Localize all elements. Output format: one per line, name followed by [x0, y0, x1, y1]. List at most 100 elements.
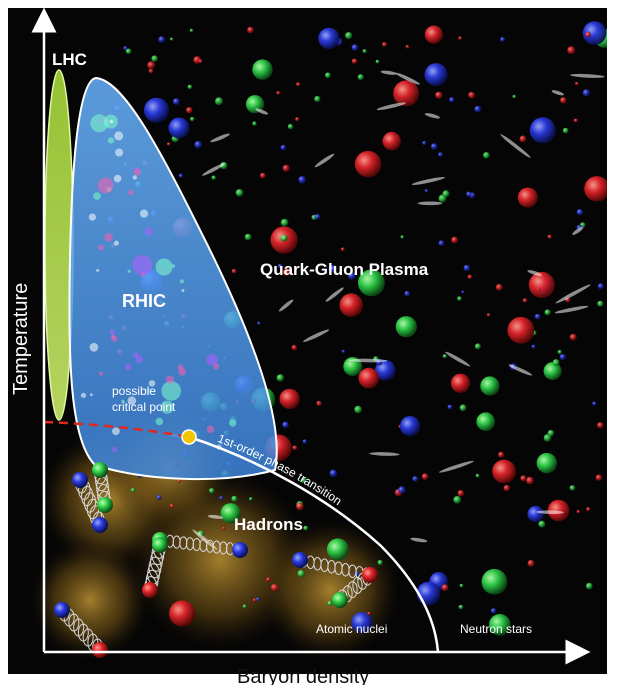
- rhic-particle: [104, 233, 113, 242]
- green-quark: [314, 95, 321, 103]
- gluon-streak: [210, 133, 231, 143]
- green-quark: [280, 234, 288, 242]
- green-quark: [297, 569, 305, 578]
- blue-quark: [592, 401, 597, 406]
- red-quark: [291, 344, 297, 351]
- green-quark: [327, 600, 333, 606]
- green-quark: [562, 127, 569, 134]
- gluon-streak: [411, 177, 445, 185]
- red-quark: [358, 367, 380, 389]
- red-quark: [292, 445, 298, 451]
- blue-quark: [280, 144, 287, 151]
- rhic-particle: [93, 192, 101, 200]
- green-quark: [483, 152, 490, 159]
- lhc-label: LHC: [52, 50, 87, 69]
- blue-quark: [500, 37, 506, 42]
- gluon-streak: [380, 70, 397, 75]
- green-quark: [357, 74, 364, 81]
- red-quark: [339, 293, 363, 317]
- gluon-streak: [508, 364, 533, 376]
- red-quark: [586, 507, 591, 512]
- red-quark: [279, 388, 300, 409]
- blue-quark: [351, 44, 359, 51]
- blue-quark: [144, 97, 169, 123]
- green-quark: [395, 316, 417, 338]
- green-quark: [280, 218, 289, 227]
- red-quark: [441, 584, 449, 591]
- green-quark: [512, 94, 516, 99]
- red-quark: [231, 268, 237, 274]
- rhic-particle: [97, 177, 114, 194]
- red-quark: [147, 61, 156, 70]
- blue-quark: [447, 404, 453, 410]
- red-quark: [270, 583, 279, 592]
- crossover-dashed-line: [43, 420, 190, 439]
- red-quark: [585, 31, 591, 38]
- blue-quark: [400, 416, 421, 437]
- red-quark: [569, 333, 577, 341]
- rhic-particle: [121, 399, 125, 404]
- rhic-particle: [144, 227, 153, 236]
- red-quark: [296, 82, 301, 87]
- green-quark: [459, 404, 467, 412]
- green-quark: [474, 343, 481, 350]
- red-quark: [495, 283, 503, 291]
- red-quark: [186, 107, 193, 114]
- blue-quark: [123, 46, 128, 51]
- rhic-particle: [161, 381, 181, 401]
- red-quark: [527, 559, 535, 567]
- green-quark: [187, 84, 193, 90]
- red-quark: [522, 298, 528, 303]
- red-quark: [424, 25, 443, 44]
- rhic-particle: [80, 392, 87, 398]
- red-quark: [575, 81, 579, 86]
- red-quark: [169, 600, 196, 627]
- green-quark: [252, 59, 273, 80]
- rhic-particle: [148, 380, 156, 387]
- rhic-particle: [89, 393, 93, 397]
- red-quark: [362, 567, 378, 583]
- green-quark: [552, 359, 560, 366]
- blue-quark: [449, 97, 455, 103]
- green-quark: [354, 405, 362, 414]
- green-quark: [170, 37, 174, 41]
- rhic-particles: [80, 114, 237, 453]
- blue-quark: [232, 542, 248, 558]
- rhic-particle: [181, 289, 185, 292]
- blue-quark: [430, 143, 438, 150]
- red-quark: [198, 59, 203, 63]
- green-quark: [585, 582, 593, 590]
- red-quark: [573, 118, 578, 123]
- blue-quark: [298, 176, 306, 184]
- blue-quark: [424, 63, 448, 87]
- green-quark: [543, 362, 562, 381]
- blue-quark: [158, 36, 166, 43]
- neutron-stars-label: Neutron stars: [460, 622, 532, 636]
- green-quark: [442, 190, 450, 198]
- green-quark: [332, 592, 348, 608]
- rhic-particle: [213, 363, 220, 370]
- green-quark: [220, 161, 228, 170]
- red-quark: [354, 150, 382, 178]
- blue-quark: [474, 105, 482, 113]
- green-quark: [475, 473, 480, 478]
- atomic-nuclei-label: Atomic nuclei: [316, 622, 387, 636]
- red-quark: [367, 611, 371, 616]
- hadron-glow-blob: [30, 540, 150, 660]
- gluon-streak: [369, 452, 400, 456]
- red-quark: [169, 503, 175, 509]
- red-quark: [560, 97, 567, 104]
- gluon-streak: [527, 270, 543, 276]
- blue-quark: [257, 321, 261, 325]
- blue-quark: [172, 98, 180, 106]
- red-quark: [266, 577, 271, 582]
- red-quark: [468, 91, 475, 99]
- gluon-streak: [202, 163, 225, 176]
- gluon-streak: [325, 287, 344, 302]
- blue-quark: [219, 496, 224, 500]
- rhic-particle: [127, 269, 131, 273]
- green-quark: [557, 349, 562, 355]
- blue-quark: [576, 209, 584, 216]
- green-quark: [300, 477, 307, 484]
